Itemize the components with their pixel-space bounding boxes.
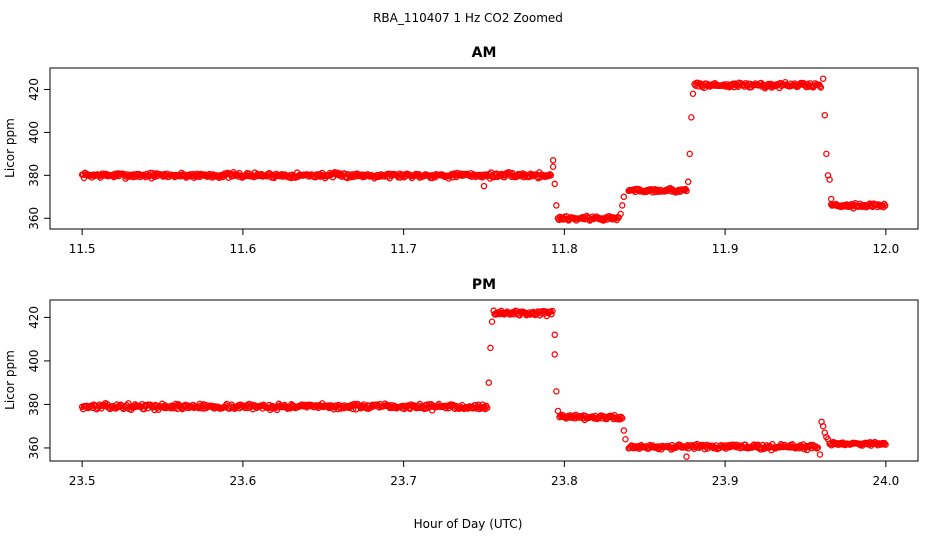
am-data-point: [819, 75, 827, 82]
am-data-point: [549, 157, 557, 164]
pm-data-point: [618, 414, 626, 422]
pm-x-ticks: 23.5 23.6 23.7 23.8 23.9 24.0: [69, 461, 899, 488]
am-data-point: [617, 210, 624, 218]
am-data-point: [551, 180, 558, 188]
am-data-point: [816, 82, 824, 90]
am-data-point: [686, 150, 694, 158]
am-data-point: [823, 150, 830, 158]
pm-data-point: [882, 441, 889, 448]
am-data-point: [684, 178, 692, 186]
pm-data-point: [548, 310, 555, 318]
am-data-point: [553, 202, 560, 209]
pm-y-axis-label: Licor ppm: [3, 350, 17, 410]
pm-data-point: [816, 451, 824, 458]
am-data-point: [826, 176, 833, 183]
am-data-point: [480, 182, 488, 190]
am-data-point: [689, 90, 697, 98]
pm-data-point: [620, 427, 628, 434]
am-data-point: [620, 193, 628, 201]
pm-data-point: [554, 407, 562, 415]
am-data-point: [546, 171, 554, 178]
am-data-point: [618, 202, 626, 209]
pm-data-point: [488, 318, 496, 326]
pm-data-point: [683, 453, 690, 460]
am-x-tick-label: 11.7: [390, 242, 417, 256]
am-x-tick-label: 12.0: [872, 242, 899, 256]
am-data-points: [78, 75, 889, 224]
pm-y-tick-label: 420: [27, 306, 41, 329]
pm-data-point: [551, 351, 558, 358]
pm-data-points: [78, 307, 889, 460]
pm-x-tick-label: 23.6: [230, 474, 257, 488]
am-y-tick-label: 400: [27, 121, 41, 144]
am-y-ticks: 360 380 400 420: [27, 78, 50, 230]
pm-data-point: [814, 444, 821, 451]
am-data-point: [817, 84, 825, 91]
figure-title: RBA_110407 1 Hz CO2 Zoomed: [373, 11, 563, 25]
pm-data-point: [487, 344, 494, 352]
am-y-tick-label: 420: [27, 78, 41, 101]
am-data-point: [688, 114, 695, 121]
pm-data-point: [824, 435, 832, 443]
pm-x-tick-label: 23.7: [390, 474, 417, 488]
am-x-tick-label: 11.9: [712, 242, 739, 256]
pm-y-tick-label: 360: [27, 436, 41, 459]
pm-data-point: [485, 379, 493, 386]
am-data-point: [821, 111, 829, 119]
am-y-tick-label: 380: [27, 164, 41, 187]
pm-data-point: [618, 413, 625, 421]
am-data-point: [827, 195, 835, 203]
pm-data-point: [819, 422, 827, 430]
pm-panel-title: PM: [472, 277, 496, 293]
pm-data-point: [549, 307, 556, 315]
am-data-point: [547, 172, 555, 179]
am-y-axis-label: Licor ppm: [3, 118, 17, 178]
pm-y-tick-label: 380: [27, 393, 41, 416]
am-x-ticks: 11.5 11.6 11.7 11.8 11.9 12.0: [69, 229, 899, 256]
am-data-point: [683, 187, 690, 195]
pm-data-point: [553, 388, 560, 395]
pm-data-point: [622, 435, 629, 443]
x-axis-label: Hour of Day (UTC): [414, 517, 523, 531]
pm-y-tick-label: 400: [27, 349, 41, 372]
pm-data-point: [551, 331, 558, 339]
pm-x-tick-label: 23.9: [712, 474, 739, 488]
am-data-point: [881, 202, 889, 209]
am-y-tick-label: 360: [27, 207, 41, 230]
pm-data-point: [483, 404, 491, 411]
am-x-tick-label: 11.5: [69, 242, 96, 256]
pm-plot-frame: [49, 299, 919, 462]
pm-x-tick-label: 23.5: [69, 474, 96, 488]
am-plot-frame: [49, 67, 919, 230]
am-x-tick-label: 11.6: [230, 242, 257, 256]
pm-x-tick-label: 24.0: [872, 474, 899, 488]
am-data-point: [549, 163, 557, 170]
am-panel-title: AM: [472, 45, 497, 61]
pm-y-ticks: 360 380 400 420: [27, 306, 50, 459]
pm-x-tick-label: 23.8: [551, 474, 578, 488]
am-x-tick-label: 11.8: [551, 242, 578, 256]
